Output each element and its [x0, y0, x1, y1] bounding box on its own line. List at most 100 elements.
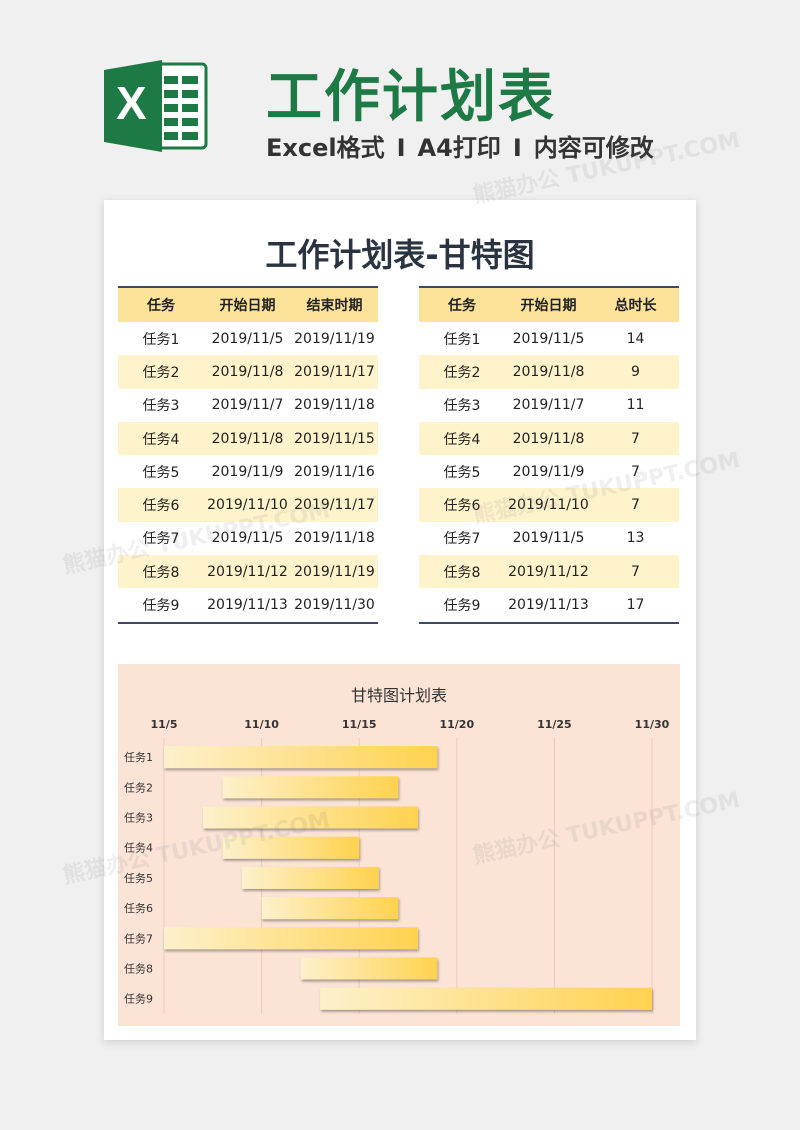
task-date-table: 任务 开始日期 结束时期 任务1 2019/11/5 2019/11/19 任务2 2019/…: [118, 286, 378, 624]
gantt-bar: [203, 806, 418, 829]
table-cell: 任务3: [142, 398, 180, 415]
column-header: 总时长: [614, 298, 657, 314]
table-cell: 2019/11/18: [294, 530, 375, 547]
table-cell: 17: [626, 597, 645, 614]
table-cell: 2019/11/5: [512, 530, 585, 547]
table-cell: 2019/11/12: [508, 563, 589, 580]
table-cell: 2019/11/5: [211, 530, 284, 547]
x-tick-label: 11/25: [537, 718, 572, 731]
table-row: 任务2 2019/11/8 9: [419, 355, 679, 389]
table-cell: 9: [631, 363, 640, 380]
task-duration-table: 任务 开始日期 总时长 任务1 2019/11/5 14 任务2 2019/11/8 9 任务3 2…: [419, 286, 679, 624]
gantt-chart: 甘特图计划表 11/5 11/10 11/15 11/20 11/25 11/30 任务1 任…: [118, 664, 680, 1026]
table-cell: 2019/11/8: [211, 430, 284, 447]
gantt-bar: [261, 897, 399, 920]
table-row: 任务7 2019/11/5 2019/11/18: [118, 521, 378, 556]
table-cell: 任务7: [443, 531, 481, 548]
table-cell: 2019/11/8: [512, 430, 585, 447]
table-cell: 2019/11/15: [294, 430, 375, 447]
table-row: 任务3 2019/11/7 2019/11/18: [118, 388, 378, 422]
x-tick-label: 11/15: [342, 718, 377, 731]
table-cell: 2019/11/13: [508, 597, 589, 614]
table-cell: 任务6: [142, 498, 180, 515]
x-tick-label: 11/5: [151, 718, 178, 731]
table-cell: 13: [626, 530, 645, 547]
table-cell: 任务2: [142, 364, 180, 381]
gantt-bar: [164, 927, 418, 950]
table-header-row: 任务 开始日期 结束时期: [118, 288, 378, 322]
table-row: 任务9 2019/11/13 2019/11/30: [118, 588, 378, 622]
table-cell: 2019/11/7: [211, 397, 284, 414]
table-cell: 2019/11/5: [512, 330, 585, 347]
category-label: 任务9: [124, 993, 153, 1006]
gantt-plot: 11/5 11/10 11/15 11/20 11/25 11/30 任务1 任务2 任务3 任务…: [124, 718, 670, 1014]
category-label: 任务4: [124, 842, 153, 855]
subtitle-editable: 内容可修改: [533, 134, 654, 162]
banner-subtitle: Excel格式 I A4打印 I 内容可修改: [266, 128, 654, 163]
table-row: 任务8 2019/11/12 2019/11/19: [118, 555, 378, 589]
table-row: 任务1 2019/11/5 14: [419, 322, 679, 356]
table-row: 任务6 2019/11/10 7: [419, 488, 679, 522]
table-cell: 2019/11/30: [294, 597, 375, 614]
table-row: 任务4 2019/11/8 7: [419, 421, 679, 456]
table-cell: 任务8: [142, 564, 180, 581]
table-row: 任务8 2019/11/12 7: [419, 555, 679, 589]
document-page: 工作计划表-甘特图 任务 开始日期 结束时期 任务1 2019/11/5 2019/11/…: [104, 200, 696, 1040]
category-label: 任务5: [124, 872, 153, 885]
table-cell: 7: [631, 430, 640, 447]
table-cell: 11: [626, 397, 645, 414]
table-cell: 任务4: [443, 431, 481, 448]
table-cell: 2019/11/16: [294, 463, 375, 480]
category-label: 任务7: [124, 932, 153, 945]
table-cell: 2019/11/9: [211, 463, 284, 480]
column-header: 任务: [448, 298, 476, 314]
category-label: 任务3: [124, 812, 153, 825]
table-cell: 7: [631, 463, 640, 480]
table-row: 任务7 2019/11/5 13: [419, 521, 679, 556]
column-header: 开始日期: [520, 298, 577, 314]
x-tick-label: 11/20: [439, 718, 474, 731]
table-cell: 任务9: [443, 598, 481, 615]
subtitle-separator: I: [512, 134, 522, 162]
table-row: 任务3 2019/11/7 11: [419, 388, 679, 422]
table-cell: 2019/11/10: [207, 497, 288, 514]
table-row: 任务4 2019/11/8 2019/11/15: [118, 421, 378, 456]
table-cell: 任务1: [443, 331, 481, 348]
table-cell: 2019/11/8: [211, 363, 284, 380]
gantt-bar: [164, 746, 438, 769]
table-cell: 任务5: [443, 464, 481, 481]
table-cell: 14: [626, 330, 645, 347]
column-header: 任务: [147, 298, 175, 314]
category-label: 任务2: [124, 781, 153, 794]
table-cell: 2019/11/13: [207, 597, 288, 614]
table-cell: 任务9: [142, 598, 180, 615]
category-label: 任务1: [124, 751, 153, 764]
table-row: 任务5 2019/11/9 7: [419, 455, 679, 489]
table-cell: 任务7: [142, 531, 180, 548]
gantt-bar: [222, 776, 399, 799]
table-cell: 2019/11/17: [294, 497, 375, 514]
table-cell: 2019/11/7: [512, 397, 585, 414]
document-title: 工作计划表-甘特图: [265, 236, 535, 274]
category-label: 任务8: [124, 963, 153, 976]
table-cell: 任务4: [142, 431, 180, 448]
gantt-bar: [300, 957, 438, 980]
gantt-bar: [320, 987, 652, 1010]
table-row: 任务6 2019/11/10 2019/11/17: [118, 488, 378, 522]
table-cell: 2019/11/5: [211, 330, 284, 347]
subtitle-separator: I: [396, 134, 406, 162]
table-cell: 2019/11/8: [512, 363, 585, 380]
table-cell: 2019/11/17: [294, 363, 375, 380]
gantt-bar: [242, 866, 379, 889]
table-cell: 任务3: [443, 398, 481, 415]
column-header: 结束时期: [306, 298, 363, 314]
table-cell: 2019/11/18: [294, 397, 375, 414]
banner-title: 工作计划表: [266, 65, 556, 130]
table-cell: 2019/11/9: [512, 463, 585, 480]
excel-logo-icon: X: [104, 58, 208, 154]
table-cell: 2019/11/12: [207, 563, 288, 580]
x-tick-label: 11/30: [635, 718, 670, 731]
table-row: 任务2 2019/11/8 2019/11/17: [118, 355, 378, 389]
table-cell: 任务5: [142, 464, 180, 481]
category-label: 任务6: [124, 902, 153, 915]
